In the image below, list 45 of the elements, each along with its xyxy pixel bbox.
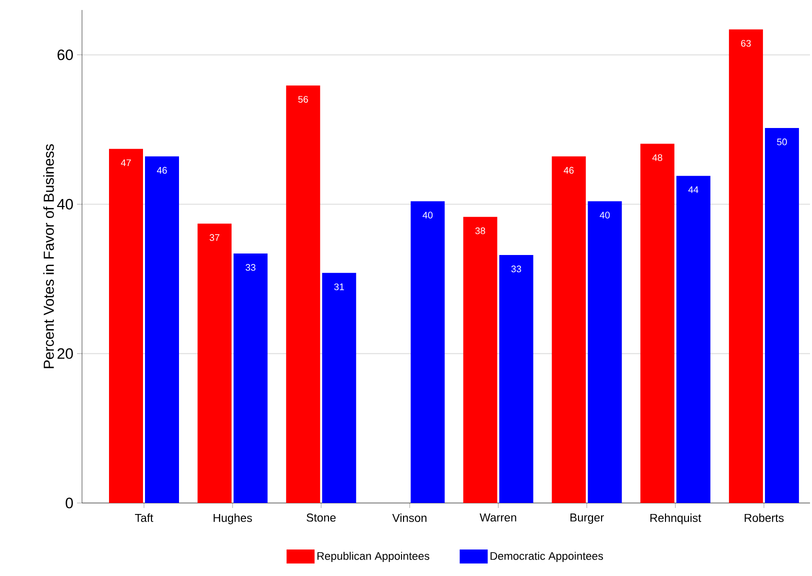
x-tick-label: Warren xyxy=(480,514,516,522)
y-tick-label: 60 xyxy=(58,50,73,60)
data-label: 44 xyxy=(688,186,698,193)
y-tick-label: 20 xyxy=(58,348,73,359)
y-axis-title: Percent Votes in Favor of Business xyxy=(43,144,54,368)
bar xyxy=(552,156,586,503)
bar xyxy=(676,176,710,503)
x-tick-label: Burger xyxy=(570,514,604,524)
bar xyxy=(198,224,232,503)
bar xyxy=(499,255,534,503)
data-label: 40 xyxy=(600,212,610,218)
x-tick-label: Roberts xyxy=(744,514,784,522)
data-label: 46 xyxy=(156,166,167,174)
data-label: 46 xyxy=(564,166,574,174)
legend-label: Republican Appointees xyxy=(317,552,430,562)
data-label: 37 xyxy=(210,234,220,241)
bar xyxy=(640,144,674,503)
y-tick-label: 0 xyxy=(66,498,73,508)
data-label: 40 xyxy=(422,212,433,218)
x-tick-label: Rehnquist xyxy=(650,514,702,524)
bar xyxy=(764,128,799,503)
bar xyxy=(728,29,763,503)
data-label: 38 xyxy=(475,227,486,234)
x-tick-label: Vinson xyxy=(392,514,426,522)
bar xyxy=(463,216,498,503)
y-tick-label: 40 xyxy=(57,198,73,210)
bar xyxy=(410,201,445,503)
x-tick-label: Taft xyxy=(134,514,154,522)
bar xyxy=(145,156,179,503)
data-label: 50 xyxy=(777,138,787,146)
data-label: 56 xyxy=(298,96,308,103)
data-label: 31 xyxy=(334,283,344,290)
legend-label: Democratic Appointees xyxy=(490,552,603,562)
bar xyxy=(234,254,268,503)
data-label: 33 xyxy=(246,264,256,271)
data-label: 48 xyxy=(652,154,662,161)
data-label: 33 xyxy=(511,266,522,272)
data-label: 47 xyxy=(120,159,131,166)
x-tick-label: Stone xyxy=(306,514,336,522)
bar xyxy=(286,85,320,503)
bar xyxy=(322,272,356,503)
bar xyxy=(588,201,622,503)
bar xyxy=(109,148,143,503)
x-tick-label: Hughes xyxy=(214,514,252,524)
data-label: 63 xyxy=(741,40,751,47)
